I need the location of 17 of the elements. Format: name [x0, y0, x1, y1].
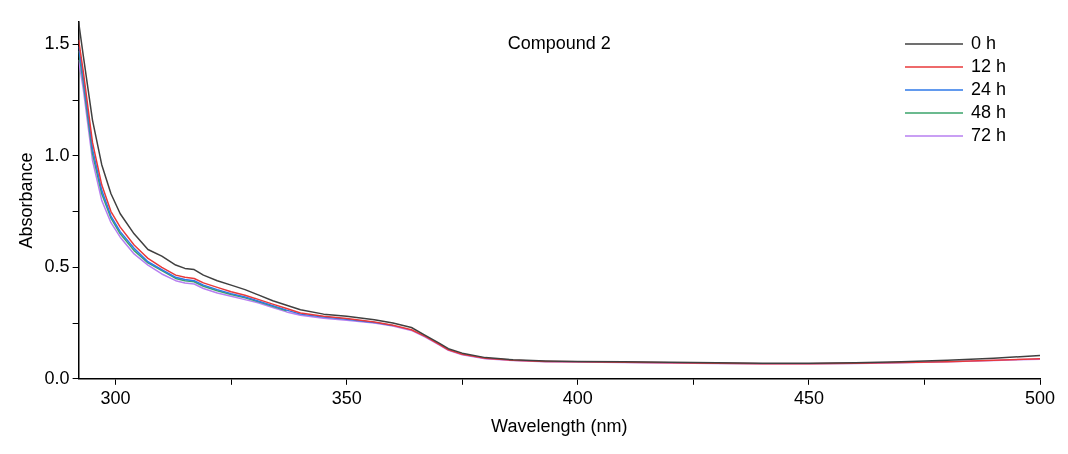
text: Compound 2: [507, 32, 611, 53]
x-tick-label: 300: [100, 387, 131, 408]
y-axis-title: Absorbance: [15, 152, 36, 249]
x-tick-label: 400: [562, 387, 593, 408]
y-tick-label: 0.0: [44, 367, 70, 388]
x-tick-label: 350: [331, 387, 362, 408]
y-tick-label: 1.0: [44, 144, 70, 165]
legend-label: 12 h: [971, 55, 1007, 76]
y-tick-label: 1.5: [44, 33, 70, 54]
x-tick-label: 500: [1024, 387, 1056, 408]
legend-label: 24 h: [971, 78, 1007, 99]
x-axis-title: Wavelength (nm): [491, 416, 628, 437]
x-tick-label: 450: [793, 387, 824, 408]
y-tick-label: 0.5: [44, 256, 70, 277]
legend-label: 72 h: [971, 124, 1007, 145]
legend-label: 0 h: [971, 32, 997, 53]
legend-label: 48 h: [971, 101, 1007, 122]
